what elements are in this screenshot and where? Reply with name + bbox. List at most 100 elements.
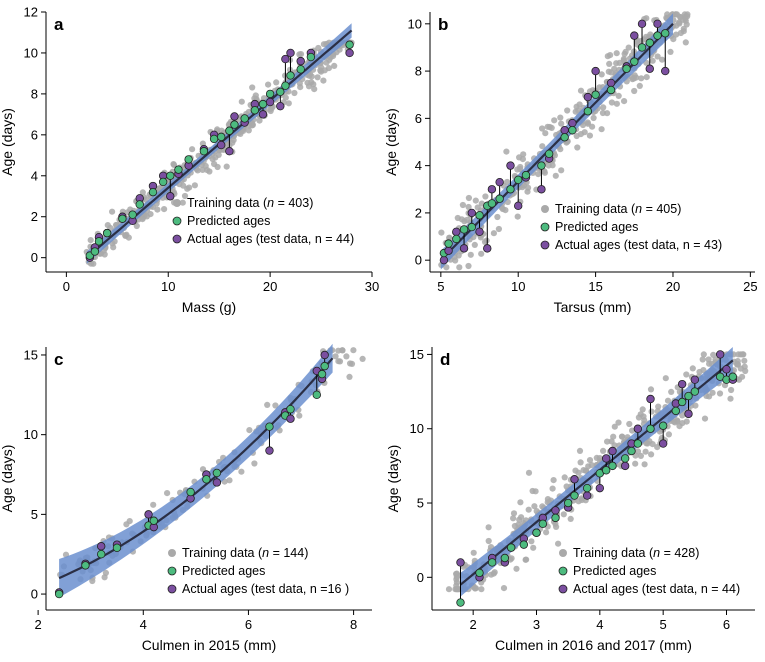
training-point — [282, 94, 289, 101]
predicted-age-point — [202, 475, 211, 484]
y-tick-label: 5 — [417, 496, 424, 511]
training-point — [575, 469, 582, 476]
training-point — [226, 477, 233, 484]
training-point — [558, 120, 565, 127]
training-point — [665, 431, 673, 438]
training-point — [564, 107, 571, 114]
training-point — [641, 417, 648, 424]
training-point — [586, 457, 594, 464]
training-point — [710, 351, 717, 358]
x-tick-label: 10 — [511, 279, 525, 294]
training-point — [649, 57, 656, 64]
training-point — [689, 365, 696, 372]
actual-age-point — [637, 19, 647, 29]
actual-age-point — [97, 542, 106, 551]
training-point — [315, 44, 322, 52]
training-point — [599, 109, 607, 117]
predicted-age-point — [345, 40, 354, 49]
test-points — [456, 350, 738, 607]
predicted-age-point — [606, 85, 616, 95]
training-point — [616, 59, 623, 66]
y-axis-label: Age (days) — [383, 108, 399, 176]
training-point — [237, 130, 244, 137]
predicted-age-point — [582, 483, 592, 493]
legend-label: Actual ages (test data, n = 43) — [555, 238, 722, 252]
legend-label: Training data (n = 403) — [187, 196, 313, 210]
legend-item-training: Training data (n = 428) — [559, 546, 699, 560]
training-point — [238, 468, 245, 475]
legend-item-training: Training data (n = 403) — [173, 196, 313, 210]
x-axis-label: Culmen in 2015 (mm) — [142, 637, 277, 653]
predicted-age-point — [500, 553, 510, 563]
predicted-age-point — [276, 87, 285, 97]
training-point — [150, 501, 157, 508]
training-point — [500, 585, 508, 592]
actual-age-point — [506, 161, 515, 170]
y-tick-label: 2 — [415, 205, 422, 220]
training-point — [514, 166, 521, 173]
training-point — [314, 74, 321, 81]
training-point — [308, 73, 315, 80]
panel-letter: b — [438, 15, 448, 34]
legend-item-training: Training data (n = 405) — [541, 202, 681, 216]
x-tick-label: 5 — [660, 617, 667, 632]
training-point — [615, 92, 622, 99]
training-point — [296, 51, 303, 58]
predicted-age-point — [521, 170, 531, 180]
predicted-age-point — [563, 498, 573, 508]
training-point — [520, 151, 527, 158]
training-point — [504, 178, 511, 186]
actual-age-point — [459, 244, 469, 253]
panel-letter: a — [54, 15, 64, 34]
training-point — [296, 412, 303, 419]
training-point — [584, 119, 591, 126]
training-point — [654, 53, 661, 60]
predicted-age-point — [653, 31, 662, 40]
training-point — [326, 56, 333, 64]
y-tick-label: 10 — [408, 16, 422, 31]
training-point — [154, 206, 161, 213]
training-point — [639, 406, 646, 413]
training-point — [485, 537, 492, 545]
training-point — [648, 451, 655, 458]
training-point — [741, 357, 748, 364]
actual-age-point — [296, 56, 305, 66]
training-point — [642, 448, 649, 455]
training-point — [249, 84, 256, 91]
actual-age-point — [684, 409, 693, 419]
training-point — [147, 211, 154, 218]
training-point — [596, 84, 603, 91]
training-point — [557, 114, 564, 121]
predicted-age-point — [475, 568, 484, 578]
legend-label: Training data (n = 428) — [573, 546, 699, 560]
training-point — [513, 565, 520, 572]
predicted-age-point — [661, 29, 670, 38]
actual-age-point — [487, 185, 497, 194]
actual-age-point — [475, 227, 484, 237]
actual-age-point — [658, 439, 668, 448]
training-point — [522, 556, 529, 563]
predicted-age-point — [112, 543, 122, 553]
training-point — [734, 358, 741, 365]
actual-age-point — [320, 350, 329, 360]
training-point — [465, 262, 472, 270]
training-point — [577, 87, 585, 94]
legend-label: Actual ages (test data, n = 44) — [187, 232, 354, 246]
training-point — [598, 71, 605, 78]
training-point — [706, 360, 713, 367]
legend-label: Actual ages (test data, n = 44) — [573, 582, 740, 596]
actual-age-point — [483, 244, 492, 253]
x-tick-label: 2 — [34, 617, 41, 632]
predicted-age-point — [560, 133, 569, 142]
training-point — [590, 114, 597, 122]
training-point — [273, 79, 280, 86]
training-point — [544, 123, 551, 130]
training-point — [716, 390, 724, 397]
actual-age-point — [281, 54, 290, 64]
training-point — [267, 106, 274, 113]
training-point — [576, 101, 583, 108]
training-point — [684, 13, 691, 20]
y-tick-label: 15 — [410, 347, 424, 362]
x-tick-label: 15 — [588, 279, 602, 294]
